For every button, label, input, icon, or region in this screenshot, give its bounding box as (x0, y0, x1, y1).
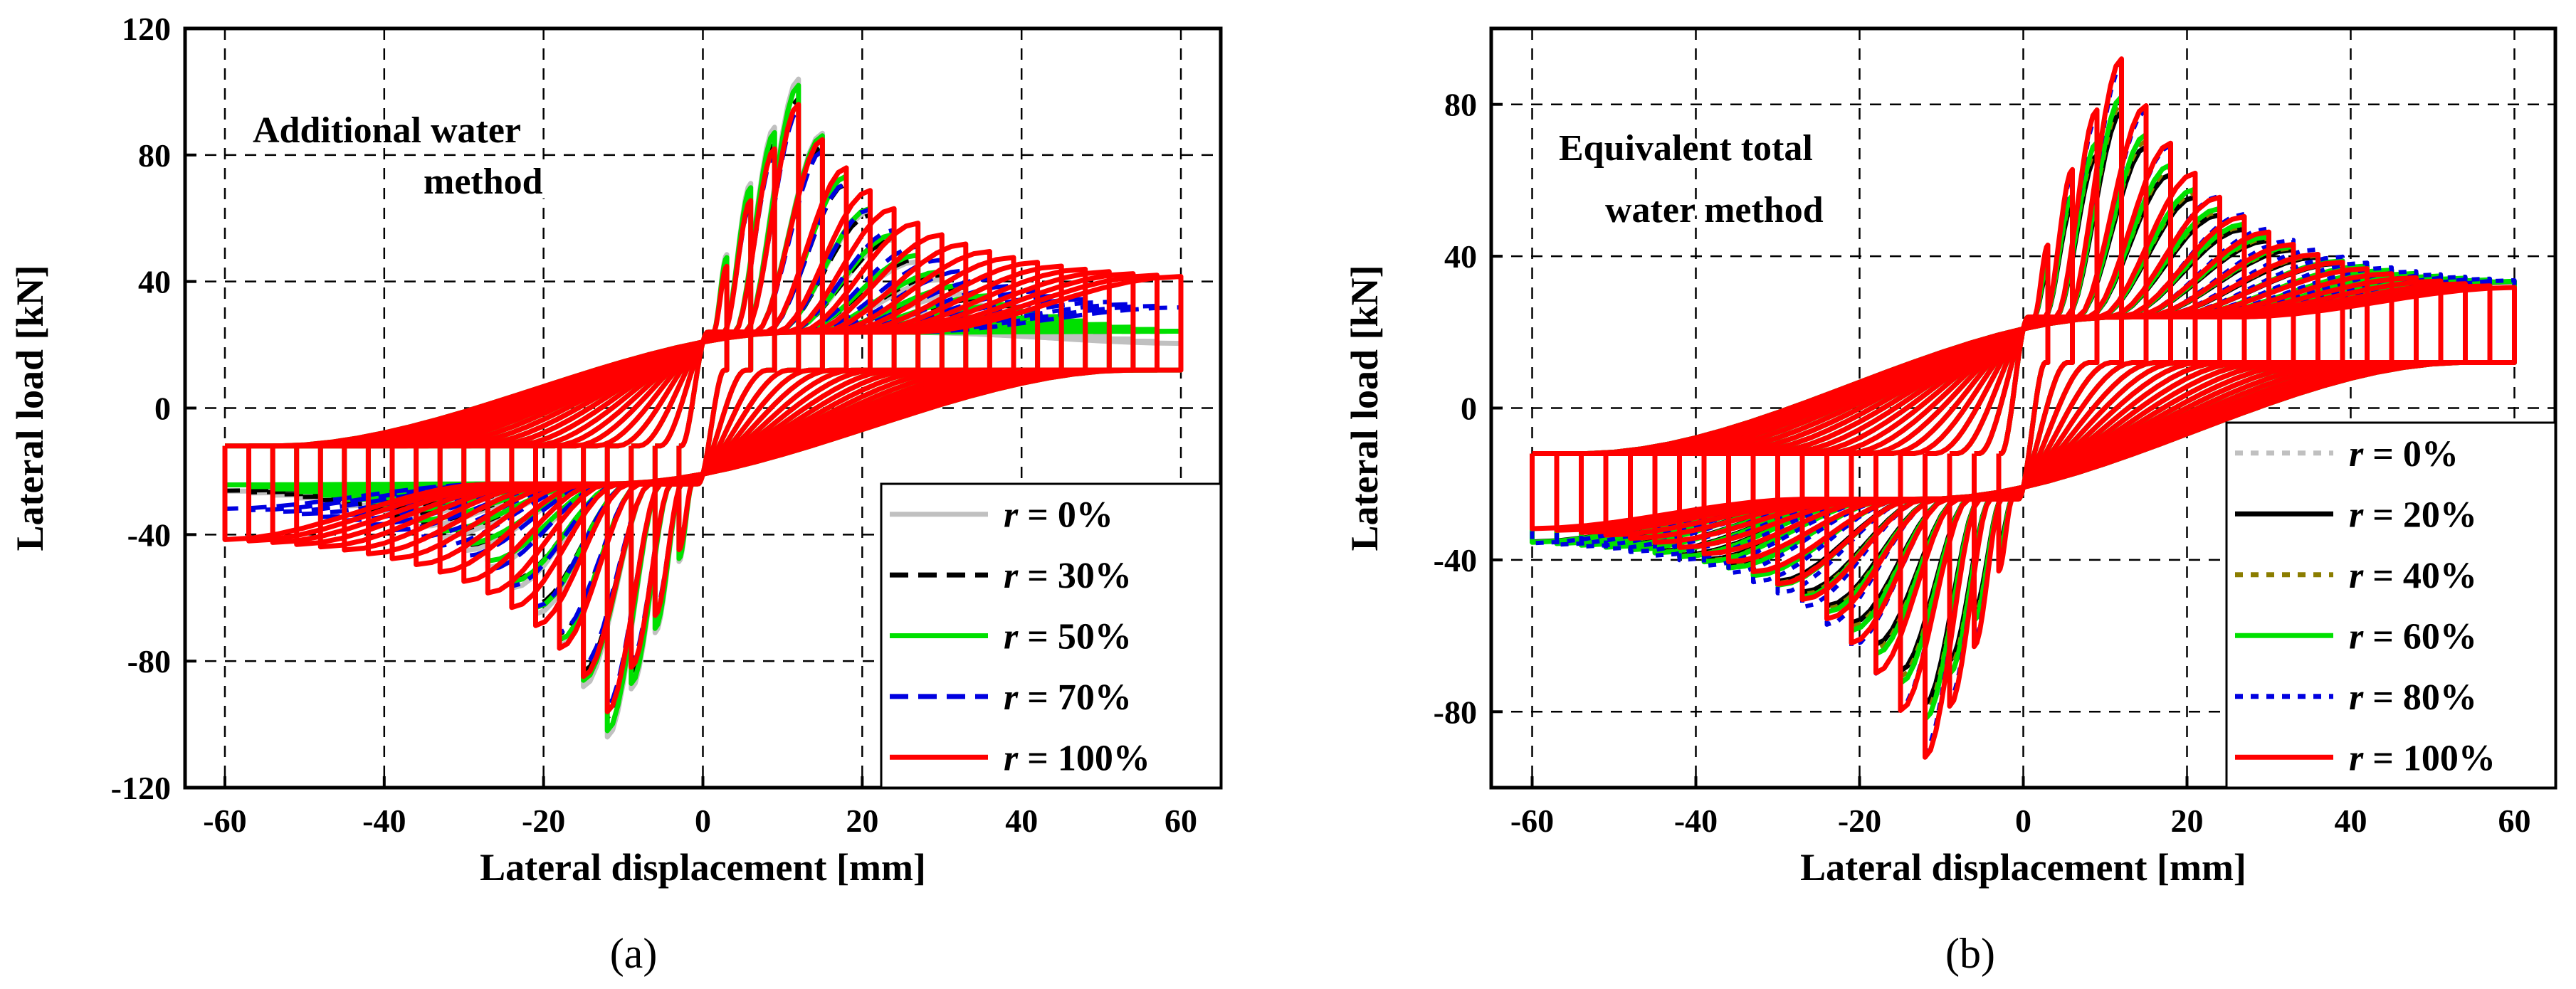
legend: r = 0%r = 30%r = 50%r = 70%r = 100% (880, 482, 1222, 789)
y-tick-label: 80 (138, 137, 171, 174)
legend-r-symbol: r (2349, 677, 2364, 718)
annotation-text: Additional water (253, 110, 521, 151)
y-tick-label: -40 (1434, 542, 1477, 578)
annotation-text: Equivalent total (1559, 128, 1813, 169)
x-axis-label: Lateral displacement [mm] (480, 846, 926, 889)
x-tick-label: -40 (1674, 803, 1718, 839)
annotation-text: method (424, 162, 543, 202)
annotation-halo: water method (1605, 190, 1824, 231)
legend-label: r = 0% (2349, 434, 2459, 475)
panel-label: (a) (610, 930, 658, 977)
legend-value: = 80% (2363, 677, 2477, 718)
x-tick-label: 60 (1165, 803, 1197, 839)
y-tick-label: -80 (1434, 694, 1477, 730)
curves (1530, 56, 2517, 760)
legend-value: = 0% (2363, 434, 2459, 475)
y-tick-label: 0 (1461, 391, 1477, 427)
legend-r-symbol: r (2349, 556, 2364, 596)
annotation-halo: Additional water (253, 110, 521, 151)
legend-value: = 100% (2363, 738, 2496, 778)
legend-value: = 100% (1018, 738, 1150, 778)
legend-r-symbol: r (2349, 616, 2364, 657)
x-tick-label: -20 (522, 803, 565, 839)
legend-label: r = 70% (1004, 677, 1132, 718)
x-tick-label: 0 (695, 803, 711, 839)
x-tick-label: 60 (2498, 803, 2531, 839)
legend-r-symbol: r (1004, 617, 1019, 657)
legend-value: = 70% (1018, 677, 1132, 718)
legend-value: = 60% (2363, 616, 2477, 657)
series-r-100- (1530, 56, 2517, 760)
x-tick-label: 0 (2015, 803, 2031, 839)
legend-label: r = 100% (2349, 738, 2496, 778)
panel-label: (b) (1945, 930, 1995, 977)
annotation-halo: method (424, 162, 543, 202)
y-tick-label: 80 (1444, 87, 1477, 123)
y-axis-label: Lateral load [kN] (1343, 265, 1386, 551)
legend-label: r = 30% (1004, 556, 1132, 596)
x-tick-label: 40 (2335, 803, 2367, 839)
y-tick-label: 40 (138, 264, 171, 300)
legend-r-symbol: r (2349, 434, 2364, 475)
legend-label: r = 0% (1004, 495, 1113, 536)
legend-label: r = 40% (2349, 556, 2477, 596)
legend-r-symbol: r (1004, 495, 1019, 536)
x-tick-label: 20 (846, 803, 878, 839)
legend-value: = 30% (1018, 556, 1132, 596)
y-tick-label: -80 (127, 643, 171, 679)
y-axis-label: Lateral load [kN] (9, 265, 51, 551)
x-tick-label: 20 (2171, 803, 2204, 839)
legend-value: = 40% (2363, 556, 2477, 596)
legend-label: r = 80% (2349, 677, 2477, 718)
x-tick-label: -60 (203, 803, 246, 839)
annotation-halo: Equivalent total (1559, 128, 1813, 169)
legend-value: = 20% (2363, 494, 2477, 535)
legend-r-symbol: r (1004, 556, 1019, 596)
x-tick-label: 40 (1005, 803, 1038, 839)
series-r-100- (222, 102, 1184, 714)
legend-r-symbol: r (2349, 494, 2364, 535)
legend-value: = 0% (1018, 495, 1113, 536)
y-tick-label: 0 (154, 391, 171, 427)
legend-r-symbol: r (1004, 677, 1019, 718)
x-tick-label: -40 (362, 803, 406, 839)
y-tick-label: -40 (127, 517, 171, 553)
y-tick-label: 120 (122, 11, 171, 47)
chart-panel-a: -60 -40 -20 0 20 40 60 120 80 40 0 -40 -80 -120 Latera… (9, 11, 1223, 977)
legend-value: = 50% (1018, 617, 1132, 657)
x-axis-label: Lateral displacement [mm] (1800, 846, 2246, 889)
x-tick-label: -20 (1838, 803, 1881, 839)
legend-label: r = 20% (2349, 494, 2477, 535)
legend: r = 0%r = 20%r = 40%r = 60%r = 80%r = 10… (2225, 421, 2557, 789)
legend-r-symbol: r (2349, 738, 2364, 778)
hysteresis-loop (1530, 285, 2517, 531)
x-tick-label: -60 (1510, 803, 1554, 839)
hysteresis-loop (222, 274, 1184, 542)
legend-r-symbol: r (1004, 738, 1019, 778)
y-tick-label: -120 (111, 770, 171, 806)
annotation-text: water method (1605, 190, 1824, 231)
legend-label: r = 50% (1004, 617, 1132, 657)
curves (222, 76, 1184, 740)
y-tick-label: 40 (1444, 238, 1477, 275)
legend-box (2225, 421, 2557, 789)
legend-label: r = 60% (2349, 616, 2477, 657)
chart-panel-b: -60 -40 -20 0 20 40 60 80 40 0 -40 -80 Lateral displ… (1343, 26, 2557, 977)
legend-label: r = 100% (1004, 738, 1150, 778)
